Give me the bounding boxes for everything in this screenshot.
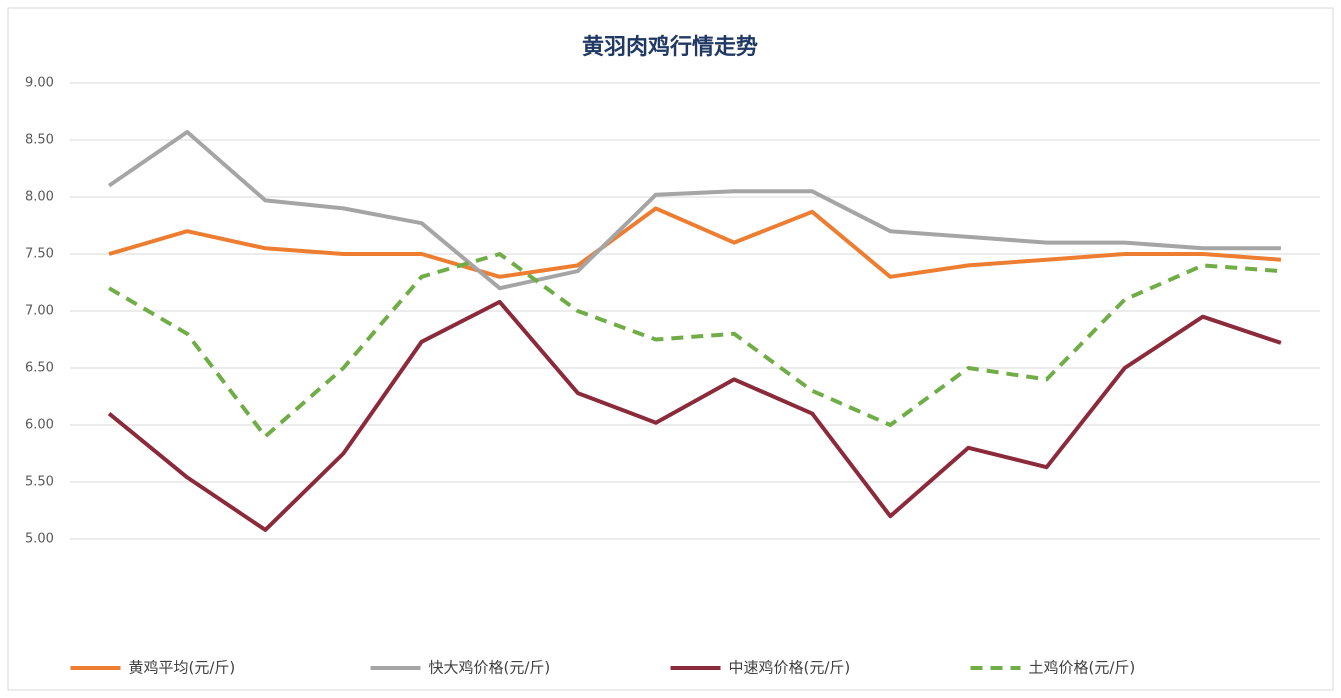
y-tick-label: 6.50 [25, 361, 54, 376]
chart-frame [7, 7, 1334, 691]
series-line [108, 206, 1282, 279]
y-tick-label: 5.50 [25, 475, 54, 490]
legend-label: 快大鸡价格(元/斤) [429, 659, 551, 677]
y-tick-label: 8.00 [25, 190, 54, 205]
y-tick-label: 5.00 [25, 532, 54, 547]
y-tick-label: 9.00 [25, 76, 54, 91]
y-tick-label: 6.00 [25, 418, 54, 433]
legend-label: 黄鸡平均(元/斤) [129, 659, 236, 677]
series-line [108, 252, 1282, 439]
series-line [107, 130, 1281, 291]
series-line [107, 299, 1282, 532]
y-tick-label: 8.50 [25, 133, 54, 148]
chart-title: 黄羽肉鸡行情走势 [582, 34, 758, 60]
y-tick-label: 7.00 [25, 304, 54, 319]
legend-label: 土鸡价格(元/斤) [1029, 659, 1136, 677]
y-tick-label: 7.50 [25, 247, 54, 262]
legend-label: 中速鸡价格(元/斤) [729, 659, 851, 677]
